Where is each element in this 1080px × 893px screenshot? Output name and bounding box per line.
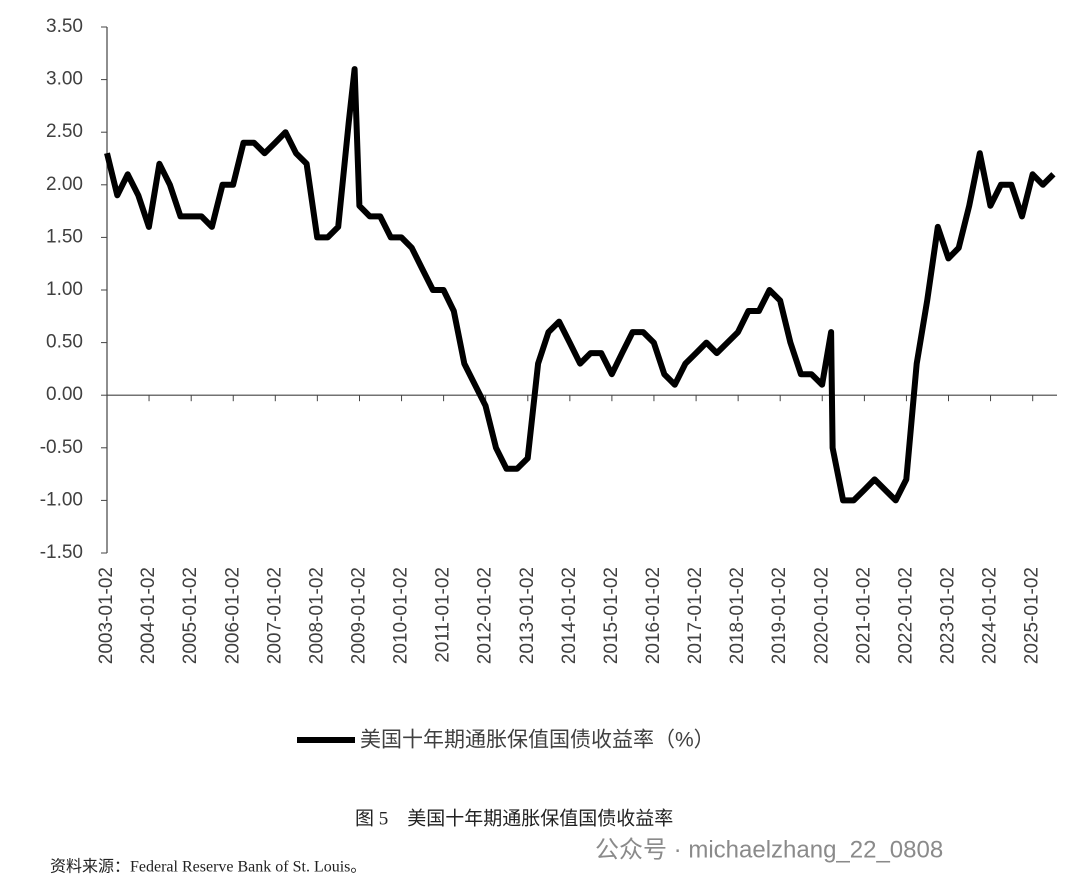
- x-tick-label: 2020-01-02: [811, 567, 832, 664]
- x-tick-label: 2013-01-02: [517, 567, 538, 664]
- x-tick-label: 2025-01-02: [1022, 567, 1043, 664]
- x-tick-label: 2017-01-02: [685, 567, 706, 664]
- x-tick-label: 2005-01-02: [180, 567, 201, 664]
- y-tick-label: 0.00: [46, 384, 83, 405]
- y-tick-label: 1.00: [46, 279, 83, 300]
- y-tick-label: -1.00: [40, 489, 83, 510]
- y-tick-label: 2.00: [46, 174, 83, 195]
- x-tick-label: 2018-01-02: [727, 567, 748, 664]
- y-tick-label: 2.50: [46, 121, 83, 142]
- x-tick-label: 2014-01-02: [559, 567, 580, 664]
- legend-label: 美国十年期通胀保值国债收益率（%）: [360, 729, 715, 752]
- source: 资料来源：Federal Reserve Bank of St. Louis。: [50, 858, 366, 876]
- x-tick-label: 2016-01-02: [643, 567, 664, 664]
- x-tick-label: 2015-01-02: [601, 567, 622, 664]
- x-tick-label: 2003-01-02: [96, 567, 117, 664]
- x-tick-label: 2004-01-02: [138, 567, 159, 664]
- x-tick-label: 2021-01-02: [853, 567, 874, 664]
- x-tick-label: 2019-01-02: [769, 567, 790, 664]
- x-tick-label: 2011-01-02: [433, 567, 454, 663]
- x-tick-label: 2008-01-02: [306, 567, 327, 664]
- y-tick-label: -1.50: [40, 542, 83, 563]
- x-tick-label: 2012-01-02: [475, 567, 496, 664]
- y-tick-label: 3.00: [46, 69, 83, 90]
- caption: 图 5 美国十年期通胀保值国债收益率: [355, 807, 673, 829]
- watermark: 公众号 · michaelzhang_22_0808: [595, 836, 943, 863]
- y-tick-label: 1.50: [46, 226, 83, 247]
- line-series: [104, 66, 1056, 504]
- x-tick-label: 2009-01-02: [349, 567, 370, 664]
- y-tick-label: 0.50: [46, 332, 83, 353]
- x-tick-label: 2022-01-02: [895, 567, 916, 664]
- y-tick-label: -0.50: [40, 437, 83, 458]
- x-tick-label: 2024-01-02: [980, 567, 1001, 664]
- x-tick-label: 2010-01-02: [391, 567, 412, 664]
- x-tick-label: 2007-01-02: [264, 567, 285, 664]
- x-tick-label: 2023-01-02: [938, 567, 959, 664]
- y-tick-label: 3.50: [46, 16, 83, 37]
- x-tick-label: 2006-01-02: [222, 567, 243, 664]
